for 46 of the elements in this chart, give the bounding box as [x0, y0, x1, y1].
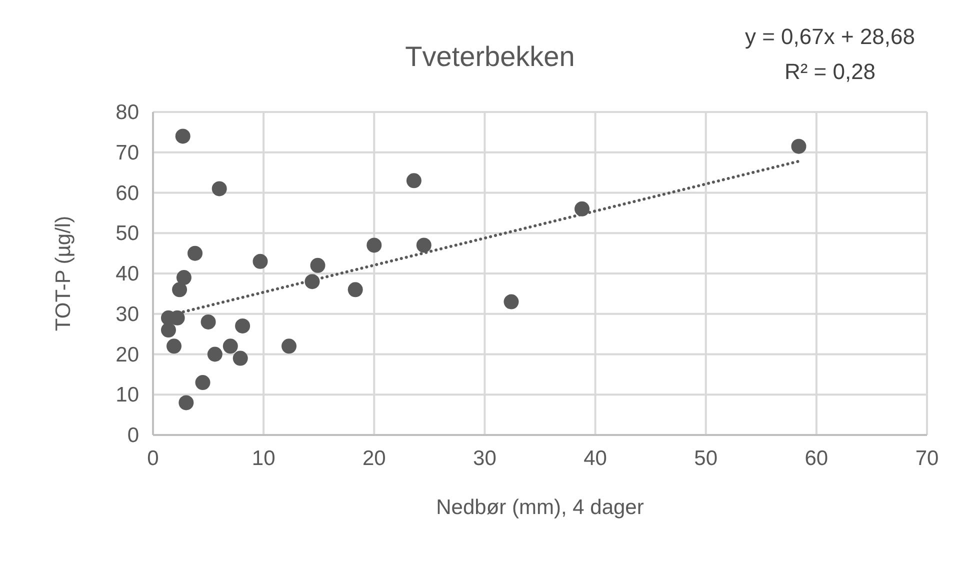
x-tick-label: 10 [252, 447, 276, 470]
point [348, 282, 363, 298]
point [160, 322, 176, 338]
point [366, 238, 382, 253]
point [406, 173, 422, 188]
point [222, 338, 238, 354]
x-tick-label: 40 [584, 447, 607, 470]
x-axis-title: Nedbør (mm), 4 dager [436, 496, 644, 519]
y-tick-label: 50 [116, 222, 139, 246]
point [195, 375, 210, 390]
point [232, 350, 248, 366]
y-axis-title: TOT-P (µg/l) [52, 216, 75, 332]
y-tick-label: 70 [116, 141, 139, 164]
text: y = 0,67x + 28,68 [744, 24, 916, 49]
point [207, 346, 222, 362]
x-tick-label: 60 [804, 447, 828, 470]
y-tick-label: 80 [116, 101, 139, 124]
point [252, 254, 268, 269]
point [235, 318, 250, 334]
y-tick-label: 40 [116, 262, 139, 286]
y-tick-label: 20 [116, 343, 139, 366]
y-tick-label: 30 [116, 302, 139, 326]
point [200, 314, 216, 330]
point [178, 395, 194, 410]
y-tick-label: 60 [116, 182, 139, 205]
point [416, 238, 432, 253]
y-tick-label: 0 [127, 424, 139, 447]
chart-title: Tveterbekken [405, 41, 575, 72]
point [791, 138, 806, 154]
point [282, 338, 297, 354]
point [166, 338, 182, 354]
x-tick-label: 70 [915, 447, 939, 470]
point [172, 282, 188, 298]
point [504, 294, 519, 310]
point [188, 246, 203, 261]
point [574, 201, 590, 216]
x-tick-label: 50 [694, 447, 718, 470]
x-tick-label: 0 [147, 447, 159, 470]
y-tick-label: 10 [116, 384, 139, 407]
point [175, 128, 190, 144]
x-tick-label: 30 [473, 447, 496, 470]
x-tick-label: 20 [362, 447, 386, 470]
text: R² = 0,28 [784, 59, 876, 84]
point [212, 181, 227, 196]
point [176, 270, 192, 286]
point [310, 258, 326, 273]
